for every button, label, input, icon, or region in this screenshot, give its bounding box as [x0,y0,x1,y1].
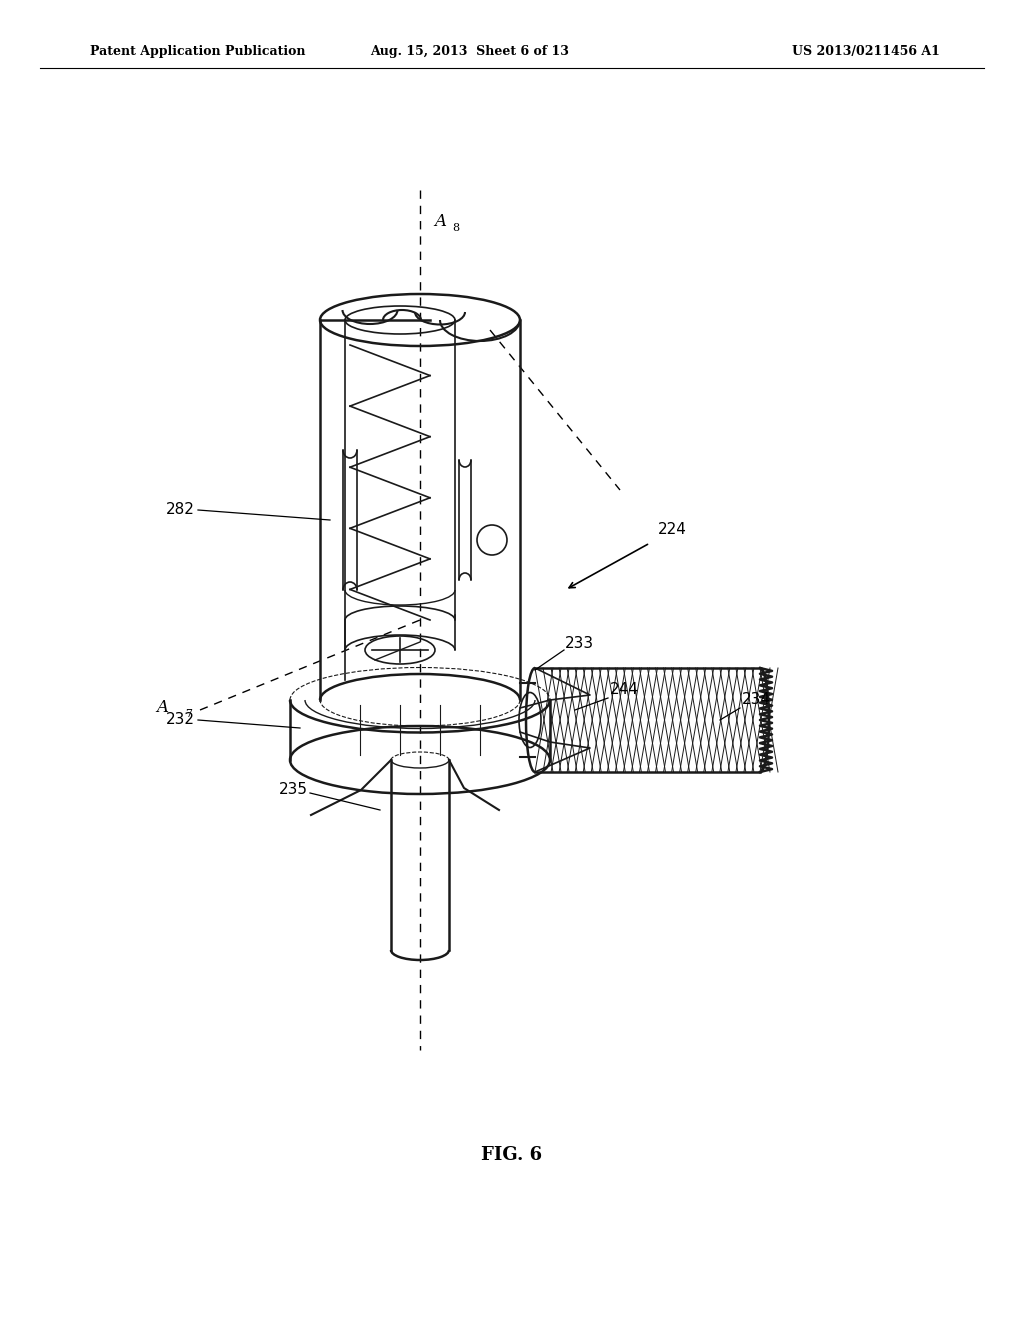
Text: FIG. 6: FIG. 6 [481,1146,543,1164]
Text: A: A [156,700,168,717]
Text: 8: 8 [452,223,459,234]
Text: A: A [434,214,446,231]
Text: 244: 244 [610,682,639,697]
Text: 233: 233 [565,636,594,652]
Text: US 2013/0211456 A1: US 2013/0211456 A1 [793,45,940,58]
Text: 7: 7 [185,709,193,719]
Text: Patent Application Publication: Patent Application Publication [90,45,305,58]
Text: 234: 234 [742,693,771,708]
Text: 224: 224 [658,523,687,537]
Text: 235: 235 [279,783,308,797]
Text: 232: 232 [166,713,195,727]
Text: 282: 282 [166,503,195,517]
Text: Aug. 15, 2013  Sheet 6 of 13: Aug. 15, 2013 Sheet 6 of 13 [371,45,569,58]
